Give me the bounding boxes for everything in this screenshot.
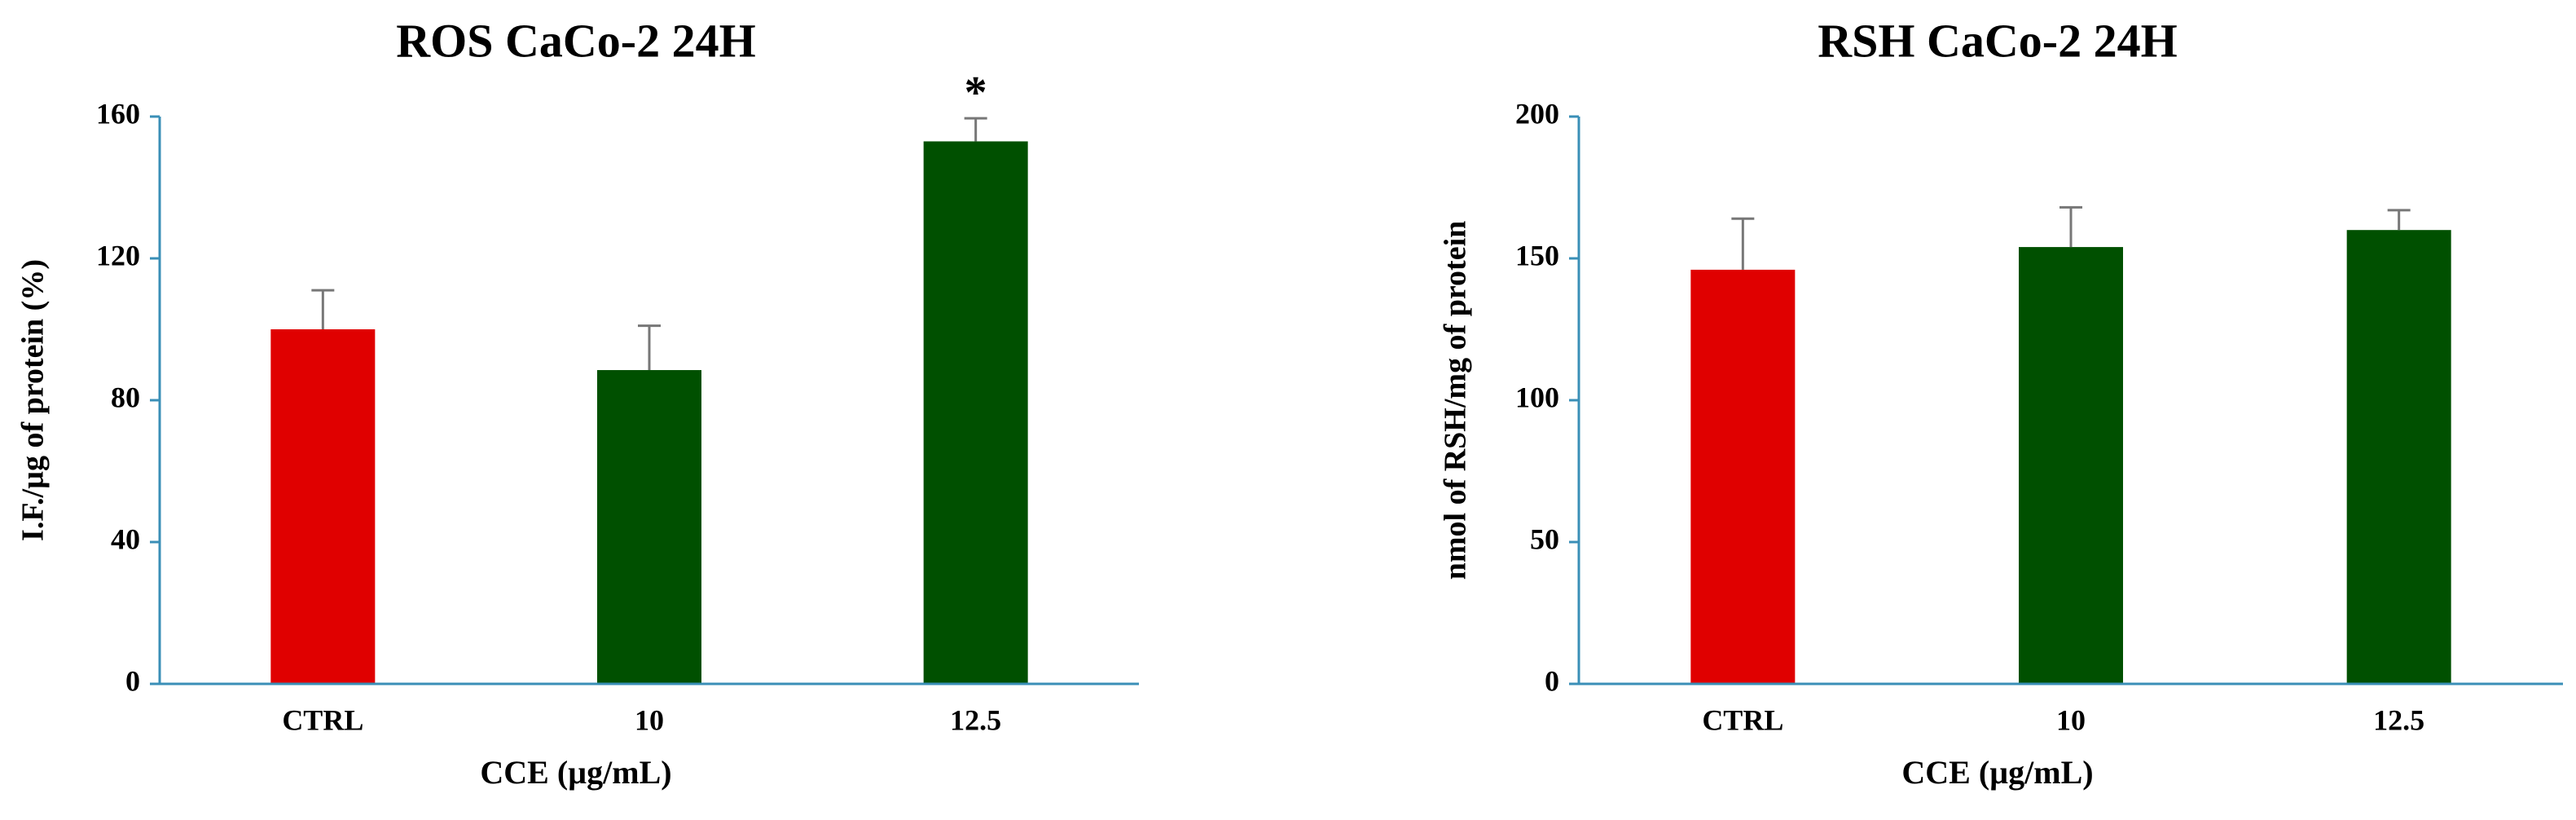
- chart-title: RSH CaCo-2 24H: [1818, 14, 2177, 67]
- x-tick-label: 10: [2056, 703, 2086, 736]
- y-tick-label: 0: [1545, 664, 1559, 697]
- y-tick-label: 200: [1515, 97, 1559, 130]
- bar: [2019, 247, 2123, 685]
- y-tick-label: 150: [1515, 239, 1559, 271]
- y-tick-label: 160: [96, 97, 140, 130]
- x-tick-label: CTRL: [282, 703, 363, 736]
- bar: [270, 329, 376, 684]
- y-tick-label: 0: [125, 664, 140, 697]
- y-tick-label: 100: [1515, 381, 1559, 413]
- y-axis-label: nmol of RSH/mg of protein: [1439, 221, 1473, 580]
- y-tick-label: 50: [1530, 522, 1559, 555]
- annotation: *: [965, 68, 987, 118]
- y-tick-label: 80: [111, 381, 140, 413]
- y-axis-label: I.F./µg of protein (%): [16, 259, 51, 541]
- bar: [923, 141, 1028, 684]
- x-tick-label: 12.5: [950, 703, 1001, 736]
- y-tick-label: 120: [96, 239, 140, 271]
- x-tick-label: CTRL: [1702, 703, 1783, 736]
- x-axis-label: CCE (µg/mL): [1901, 754, 2093, 791]
- x-axis-label: CCE (µg/mL): [480, 754, 671, 791]
- x-tick-label: 12.5: [2373, 703, 2424, 736]
- bar: [2346, 230, 2451, 684]
- x-tick-label: 10: [635, 703, 664, 736]
- y-tick-label: 40: [111, 522, 140, 555]
- bar: [597, 370, 701, 684]
- chart-title: ROS CaCo-2 24H: [396, 14, 755, 67]
- bar: [1690, 269, 1796, 684]
